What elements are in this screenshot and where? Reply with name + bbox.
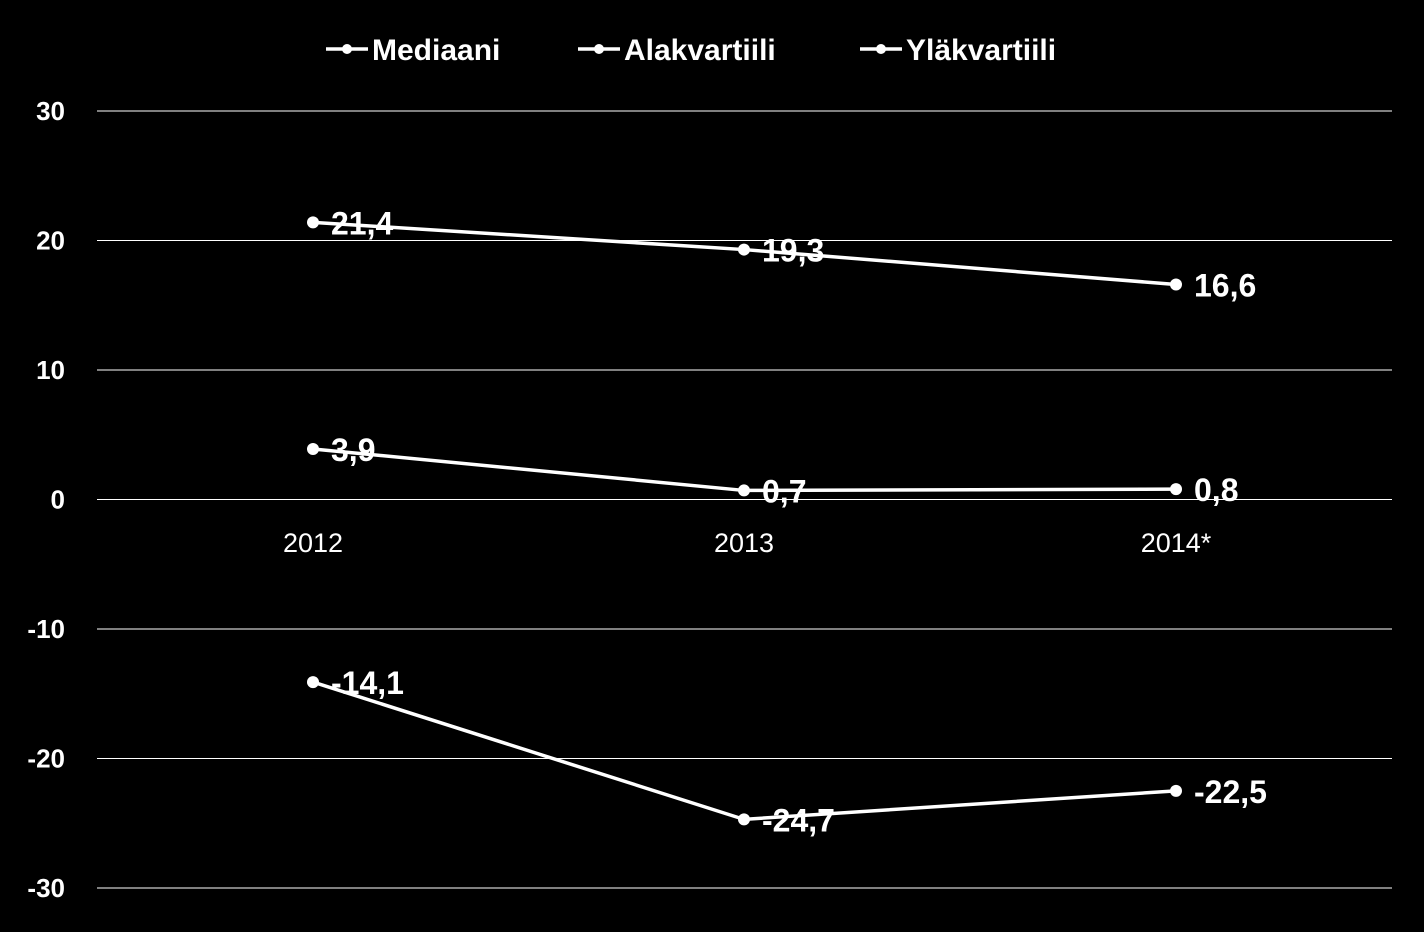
legend-marker [876, 44, 886, 54]
y-axis-ticks: 30 20 10 0 -10 -20 -30 [27, 96, 65, 903]
data-point [1170, 784, 1182, 797]
data-point [738, 484, 750, 497]
x-tick-label: 2012 [283, 528, 343, 558]
data-point [307, 216, 319, 229]
legend-label: Alakvartiili [624, 34, 776, 67]
x-axis-ticks: 2012 2013 2014* [283, 528, 1212, 558]
data-point [1170, 483, 1182, 496]
data-label: 19,3 [762, 233, 824, 269]
data-point [307, 676, 319, 689]
data-label: 16,6 [1194, 268, 1256, 304]
y-tick-label: -10 [27, 614, 65, 644]
legend-marker [594, 44, 604, 54]
data-label: 3,9 [331, 432, 375, 468]
legend-label: Yläkvartiili [906, 34, 1056, 67]
legend-marker [342, 44, 352, 54]
legend-label: Mediaani [372, 34, 500, 67]
series-lines [307, 216, 1182, 826]
x-tick-label: 2013 [714, 528, 774, 558]
y-tick-label: 0 [51, 485, 65, 515]
data-labels: 3,9 0,7 0,8 -14,1 -24,7 -22,5 21,4 19,3 16,6 [331, 205, 1267, 838]
data-label: -14,1 [331, 665, 404, 701]
y-tick-label: -30 [27, 873, 65, 903]
gridlines [97, 110, 1392, 889]
series-line [312, 447, 1177, 493]
data-label: -22,5 [1194, 774, 1267, 810]
y-tick-label: 20 [36, 226, 65, 256]
data-point [1170, 278, 1182, 291]
y-tick-label: 10 [36, 355, 65, 385]
data-point [738, 243, 750, 256]
x-tick-label: 2014* [1141, 528, 1212, 558]
data-label: -24,7 [762, 802, 835, 838]
data-label: 0,7 [762, 473, 806, 509]
data-label: 21,4 [331, 205, 393, 241]
data-point [307, 442, 319, 455]
y-tick-label: -20 [27, 744, 65, 774]
data-label: 0,8 [1194, 472, 1238, 508]
data-point [738, 813, 750, 826]
legend: Mediaani Alakvartiili Yläkvartiili [326, 34, 1056, 67]
series-line [312, 680, 1177, 822]
y-tick-label: 30 [36, 96, 65, 126]
